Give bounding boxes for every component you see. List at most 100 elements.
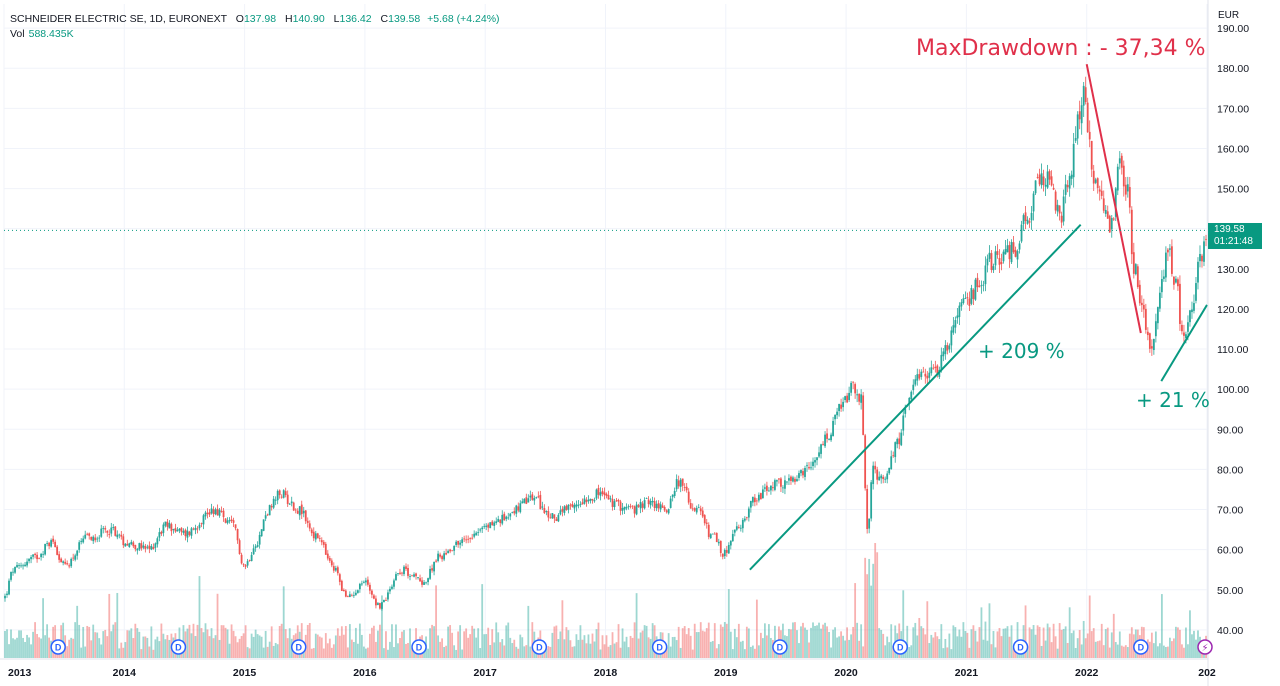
candle-body (198, 524, 201, 529)
volume-bar (725, 623, 728, 658)
volume-bar (1160, 594, 1163, 658)
max-drawdown-annotation[interactable]: MaxDrawdown : - 37,34 % (916, 36, 1206, 61)
volume-bar (647, 637, 650, 658)
candle-body (184, 529, 187, 537)
candle-body (286, 494, 289, 504)
volume-bar (866, 574, 869, 658)
volume-bar (387, 649, 389, 658)
candle-body (354, 592, 357, 595)
volume-bar (689, 635, 692, 658)
candle-body (794, 478, 796, 482)
volume-bar (136, 628, 139, 658)
volume-bar (589, 643, 592, 658)
volume-label[interactable]: Vol (10, 28, 25, 40)
candle-body (375, 598, 377, 606)
volume-bar (994, 647, 997, 658)
currency-label[interactable]: EUR (1218, 10, 1240, 21)
candle-body (437, 553, 439, 561)
candle-body (326, 553, 329, 559)
volume-bar (940, 624, 943, 658)
candle-body (116, 534, 119, 538)
volume-bar (687, 628, 690, 658)
volume-bar (274, 642, 277, 658)
volume-bar (956, 636, 959, 658)
candle-body (1072, 143, 1075, 178)
candle-body (792, 477, 794, 482)
candle-body (705, 522, 708, 524)
volume-bar (248, 648, 251, 658)
candle-body (1191, 309, 1193, 313)
candle-body (878, 476, 881, 481)
symbol-title[interactable]: SCHNEIDER ELECTRIC SE, 1D, EURONEXT (10, 13, 227, 25)
volume-bar (1074, 648, 1077, 658)
volume-bar (437, 635, 439, 658)
candle-body (274, 499, 277, 501)
volume-bar (409, 628, 411, 658)
candle-body (669, 498, 672, 508)
volume-bar (276, 644, 279, 658)
volume-bar (447, 626, 450, 658)
candle-body (266, 514, 269, 516)
volume-bar (246, 647, 249, 658)
candle-body (639, 502, 642, 509)
volume-bar (381, 595, 383, 658)
candle-body (778, 478, 780, 480)
candle-body (1132, 252, 1135, 274)
candle-body (964, 298, 967, 299)
volume-bar (1072, 630, 1075, 658)
candle-body (842, 401, 844, 408)
candle-body (36, 554, 38, 560)
candle-body (160, 531, 163, 534)
candle-body (1152, 339, 1155, 351)
candle-body (358, 583, 361, 590)
candle-body (72, 557, 75, 559)
candle-body (469, 538, 472, 539)
volume-bar (40, 638, 42, 658)
candle-body (276, 490, 279, 501)
volume-bar (367, 647, 369, 658)
candle-body (224, 518, 227, 523)
candle-body (601, 490, 604, 494)
candle-body (479, 529, 482, 531)
volume-bar (529, 646, 532, 658)
volume-bar (278, 626, 281, 658)
candle-body (818, 452, 820, 457)
gain-21-annotation[interactable]: + 21 % (1136, 388, 1210, 412)
volume-bar (591, 633, 594, 658)
volume-bar (703, 631, 706, 658)
volume-bar (531, 622, 534, 658)
volume-bar (864, 557, 867, 658)
candle-body (866, 488, 869, 530)
candle-body (244, 565, 247, 567)
candle-body (170, 524, 173, 532)
gain-209-annotation[interactable]: + 209 % (978, 339, 1065, 363)
volume-bar (457, 631, 460, 658)
volume-bar (902, 590, 905, 658)
volume-bar (822, 624, 824, 658)
candle-body (864, 435, 867, 489)
candle-body (387, 592, 389, 600)
candle-body (427, 578, 429, 583)
candle-body (882, 476, 885, 480)
candle-body (46, 543, 49, 544)
volume-bar (763, 623, 766, 658)
volume-bar (360, 634, 363, 658)
candle-body (733, 529, 736, 533)
volume-bar (318, 636, 321, 658)
candle-body (322, 541, 325, 545)
candle-body (330, 560, 333, 566)
volume-bar (874, 543, 877, 658)
candle-body (312, 531, 315, 539)
candle-body (515, 505, 518, 514)
candle-body (148, 545, 151, 549)
volume-bar (862, 646, 865, 658)
candle-body (365, 580, 367, 583)
candle-body (459, 542, 462, 545)
candle-body (30, 557, 32, 560)
volume-bar (842, 635, 844, 658)
candle-body (206, 512, 209, 514)
volume-bar (936, 636, 939, 658)
volume-bar (555, 625, 558, 658)
candle-body (134, 545, 137, 550)
